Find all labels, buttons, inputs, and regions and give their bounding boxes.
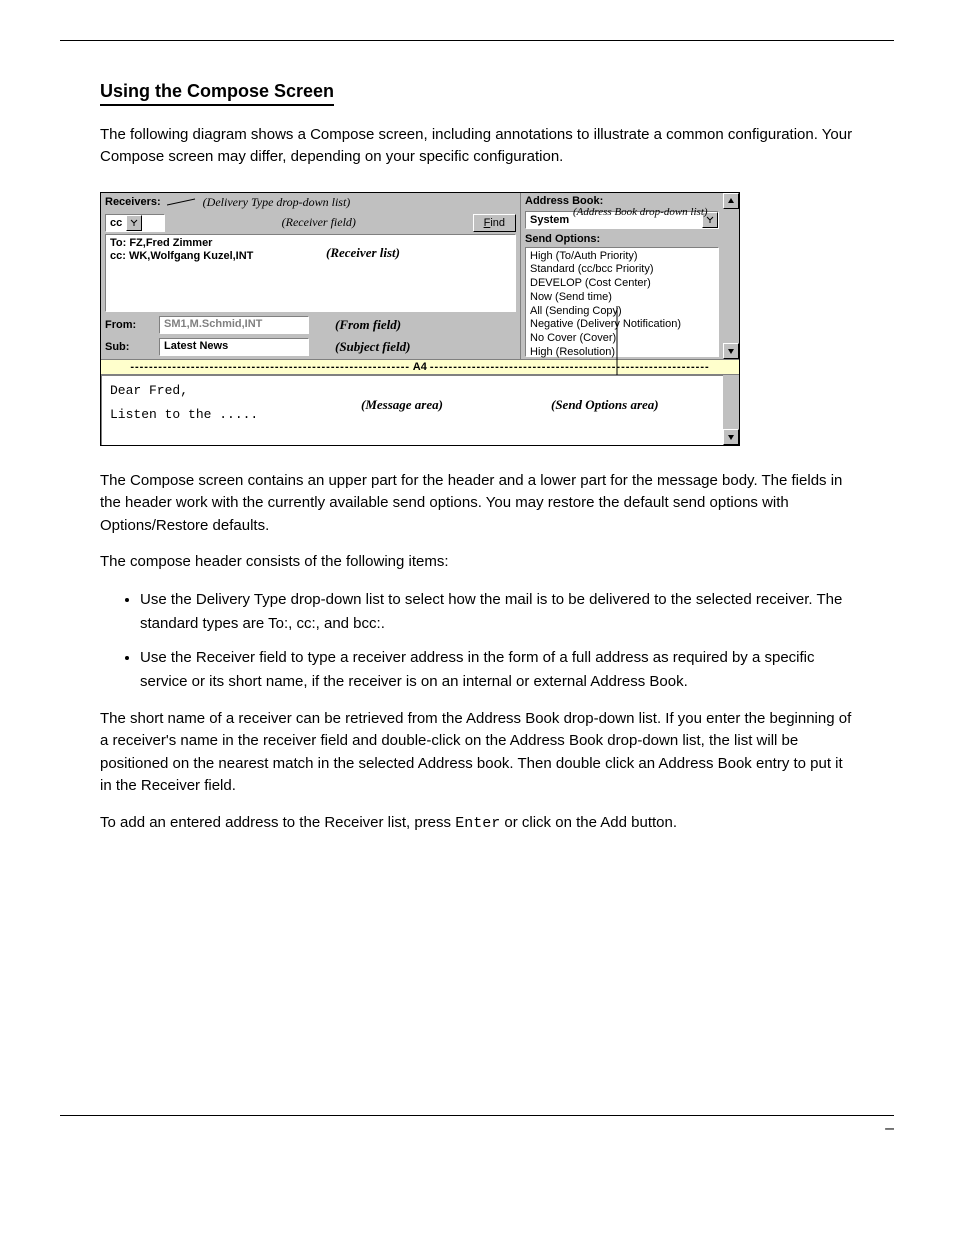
screenshot-container: Receivers: (Delivery Type drop-down list… (100, 192, 854, 446)
scroll-up-icon[interactable] (723, 193, 739, 209)
button-name: Add (600, 814, 627, 831)
bullet-item: Use the Delivery Type drop-down list to … (140, 588, 854, 636)
subject-field[interactable]: Latest News (159, 338, 309, 356)
ann-receiver-list: (Receiver list) (326, 245, 400, 261)
send-option-item: Negative (Delivery Notification) (530, 318, 714, 332)
pointer-line-icon (616, 306, 618, 386)
ann-send-options-area: (Send Options area) (551, 397, 659, 413)
from-label: From: (105, 319, 153, 331)
bottom-rule: – (60, 1115, 894, 1116)
top-rule (60, 40, 894, 41)
receivers-label: Receivers: (105, 196, 161, 208)
key-name: Enter (455, 815, 500, 832)
scroll-down-icon[interactable] (723, 429, 739, 445)
send-option-item: DEVELOP (Cost Center) (530, 277, 714, 291)
delivery-type-dropdown[interactable]: cc (105, 214, 165, 232)
ann-receiver-field: (Receiver field) (282, 215, 356, 229)
delivery-type-value: cc (106, 217, 126, 229)
dropdown-btn-icon[interactable] (126, 215, 142, 231)
scroll-down-icon[interactable] (723, 343, 739, 359)
scrollbar[interactable] (723, 375, 739, 445)
send-options-label: Send Options: (525, 233, 600, 245)
from-field: SM1,M.Schmid,INT (159, 316, 309, 334)
subject-label: Sub: (105, 341, 153, 353)
body-paragraph: The Compose screen contains an upper par… (100, 470, 854, 538)
scrollbar[interactable] (723, 193, 739, 359)
address-book-label: Address Book: (525, 195, 603, 207)
body-paragraph: To add an entered address to the Receive… (100, 812, 854, 836)
receiver-list-item: To: FZ,Fred Zimmer (110, 237, 511, 251)
send-option-item: Standard (cc/bcc Priority) (530, 263, 714, 277)
send-option-item: Now (Send time) (530, 291, 714, 305)
intro-paragraph: The following diagram shows a Compose sc… (100, 124, 854, 168)
ann-delivery-type: (Delivery Type drop-down list) (203, 195, 351, 210)
ann-message-area: (Message area) (361, 397, 443, 413)
section-title: Using the Compose Screen (100, 81, 334, 106)
footer-mark: – (885, 1120, 894, 1138)
bullet-list: Use the Delivery Type drop-down list to … (140, 588, 854, 694)
page-separator: ----------------------------------------… (101, 359, 739, 375)
send-options-list[interactable]: High (To/Auth Priority) Standard (cc/bcc… (525, 247, 719, 357)
send-option-item: High (To/Auth Priority) (530, 250, 714, 264)
pointer-line-icon (167, 197, 197, 207)
body-paragraph: The compose header consists of the follo… (100, 551, 854, 574)
send-option-item: No Cover (Cover) (530, 332, 714, 346)
ann-subject-field: (Subject field) (335, 339, 410, 355)
find-button[interactable]: Find (473, 214, 516, 232)
body-paragraph: The short name of a receiver can be retr… (100, 708, 854, 798)
ann-address-book: (Address Book drop-down list) (573, 207, 708, 218)
compose-screenshot: Receivers: (Delivery Type drop-down list… (100, 192, 740, 446)
send-option-item: High (Resolution) (530, 346, 714, 360)
bullet-item: Use the Receiver field to type a receive… (140, 646, 854, 694)
receiver-list-item: cc: WK,Wolfgang Kuzel,INT (110, 250, 511, 264)
send-option-item: All (Sending Copy) (530, 305, 714, 319)
ann-from-field: (From field) (335, 317, 401, 333)
receiver-list[interactable]: To: FZ,Fred Zimmer cc: WK,Wolfgang Kuzel… (105, 234, 516, 312)
